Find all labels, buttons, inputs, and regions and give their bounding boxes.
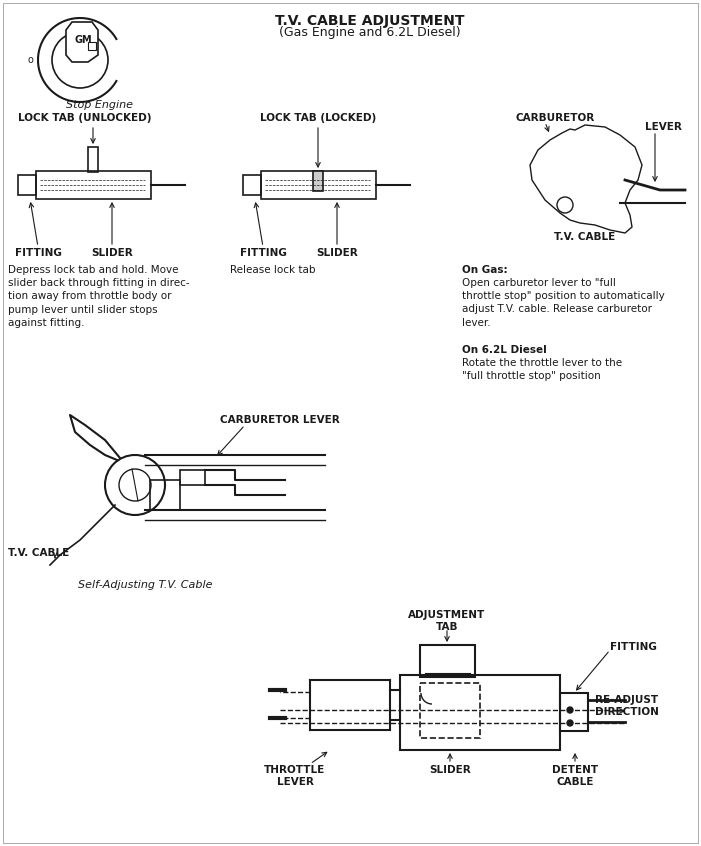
Text: LOCK TAB (UNLOCKED): LOCK TAB (UNLOCKED): [18, 113, 151, 123]
Text: (Gas Engine and 6.2L Diesel): (Gas Engine and 6.2L Diesel): [279, 26, 461, 39]
Text: SLIDER: SLIDER: [429, 765, 471, 775]
Bar: [560, 693, 588, 731]
Text: DETENT
CABLE: DETENT CABLE: [552, 765, 598, 787]
Text: FITTING: FITTING: [610, 642, 657, 652]
Text: T.V. CABLE: T.V. CABLE: [554, 232, 615, 242]
Text: SLIDER: SLIDER: [316, 248, 358, 258]
Text: Self-Adjusting T.V. Cable: Self-Adjusting T.V. Cable: [78, 580, 212, 590]
Text: FITTING: FITTING: [15, 248, 62, 258]
Bar: [88, 42, 96, 50]
Text: Rotate the throttle lever to the
"full throttle stop" position: Rotate the throttle lever to the "full t…: [462, 358, 622, 382]
Bar: [420, 683, 480, 738]
Text: T.V. CABLE: T.V. CABLE: [8, 548, 69, 558]
Circle shape: [567, 720, 573, 726]
Text: FITTING: FITTING: [240, 248, 287, 258]
Text: Depress lock tab and hold. Move
slider back through fitting in direc-
tion away : Depress lock tab and hold. Move slider b…: [8, 265, 190, 327]
Bar: [243, 175, 261, 195]
Text: ADJUSTMENT
TAB: ADJUSTMENT TAB: [409, 610, 486, 632]
Bar: [313, 171, 323, 191]
Text: SLIDER: SLIDER: [91, 248, 133, 258]
Bar: [36, 171, 151, 199]
Text: Open carburetor lever to "full
throttle stop" position to automatically
adjust T: Open carburetor lever to "full throttle …: [462, 278, 665, 327]
Text: o: o: [27, 55, 33, 65]
Text: Stop Engine: Stop Engine: [67, 100, 133, 110]
Bar: [261, 171, 376, 199]
Text: Release lock tab: Release lock tab: [230, 265, 315, 275]
Text: T.V. CABLE ADJUSTMENT: T.V. CABLE ADJUSTMENT: [275, 14, 465, 28]
Polygon shape: [66, 22, 98, 62]
Text: CARBURETOR LEVER: CARBURETOR LEVER: [220, 415, 340, 425]
Bar: [180, 470, 205, 485]
Bar: [150, 480, 180, 510]
Text: LOCK TAB (LOCKED): LOCK TAB (LOCKED): [260, 113, 376, 123]
Text: On 6.2L Diesel: On 6.2L Diesel: [462, 345, 547, 355]
Text: LEVER: LEVER: [644, 122, 681, 132]
Bar: [420, 645, 475, 677]
Bar: [400, 675, 560, 750]
Text: THROTTLE
LEVER: THROTTLE LEVER: [264, 765, 326, 787]
Bar: [88, 147, 98, 172]
Text: CARBURETOR: CARBURETOR: [515, 113, 594, 123]
Text: On Gas:: On Gas:: [462, 265, 508, 275]
Text: RE-ADJUST
DIRECTION: RE-ADJUST DIRECTION: [595, 695, 659, 717]
Bar: [18, 175, 36, 195]
Circle shape: [567, 707, 573, 713]
Text: GM: GM: [74, 35, 92, 45]
